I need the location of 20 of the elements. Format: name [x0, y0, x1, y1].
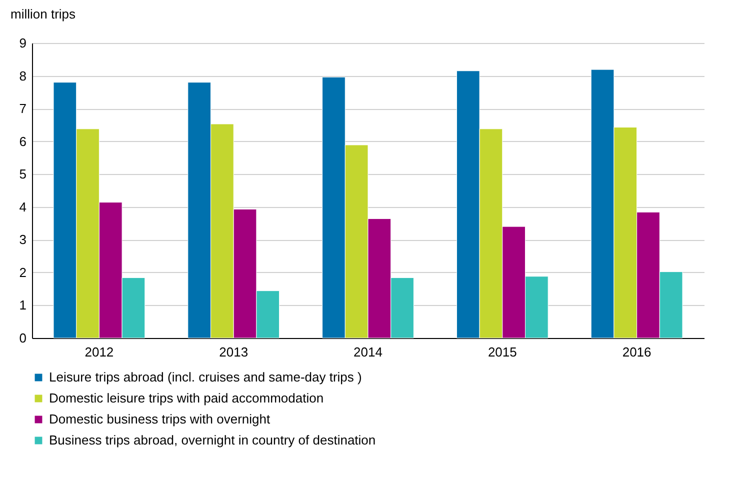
y-tick-label: 7: [19, 101, 26, 116]
x-tick-label: 2012: [84, 344, 114, 360]
legend-label: Leisure trips abroad (incl. cruises and same-day trips ): [49, 370, 362, 384]
y-tick-label: 8: [19, 68, 26, 84]
y-tick-label: 1: [19, 298, 26, 313]
y-tick-label: 3: [19, 232, 26, 248]
y-tick-label: 2: [19, 264, 26, 280]
y-tick-label: 6: [19, 134, 26, 149]
x-tick-label: 2014: [354, 344, 382, 360]
legend-label: Domestic leisure trips with paid accommodation: [49, 390, 324, 406]
y-tick-label: 4: [19, 199, 26, 214]
y-tick-label: 0: [19, 330, 26, 346]
x-tick-label: 2015: [488, 344, 517, 360]
x-tick-label: 2013: [219, 344, 248, 360]
legend-label: Domestic business trips with overnight: [49, 412, 270, 426]
y-axis-title: million trips: [10, 6, 76, 22]
y-tick-label: 9: [19, 36, 26, 50]
legend-label: Business trips abroad, overnight in country of destination: [49, 432, 376, 448]
x-tick-label: 2016: [622, 344, 652, 360]
y-tick-label: 5: [19, 166, 26, 182]
